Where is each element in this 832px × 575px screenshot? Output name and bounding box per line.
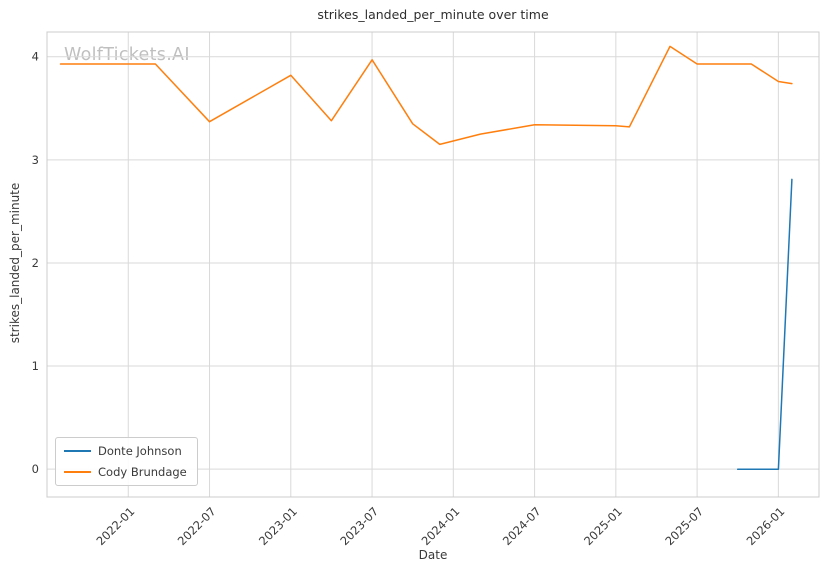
svg-text:2024-07: 2024-07 <box>500 504 544 548</box>
svg-text:3: 3 <box>32 153 39 167</box>
svg-text:2023-01: 2023-01 <box>256 504 300 548</box>
legend-swatch-cody-brundage <box>64 471 91 473</box>
svg-text:1: 1 <box>32 359 39 373</box>
svg-text:2023-07: 2023-07 <box>337 504 381 548</box>
svg-text:2025-01: 2025-01 <box>581 504 625 548</box>
svg-text:2025-07: 2025-07 <box>662 504 706 548</box>
legend-entry: Cody Brundage <box>64 465 187 479</box>
svg-text:2022-01: 2022-01 <box>93 504 137 548</box>
x-axis-label: Date <box>418 548 448 562</box>
legend-swatch-donte-johnson <box>64 450 91 452</box>
svg-text:2022-07: 2022-07 <box>175 504 219 548</box>
svg-text:0: 0 <box>32 462 39 476</box>
svg-text:4: 4 <box>32 50 39 64</box>
legend-label-donte-johnson: Donte Johnson <box>98 444 182 458</box>
legend-entry: Donte Johnson <box>64 444 187 458</box>
svg-text:2024-01: 2024-01 <box>419 504 463 548</box>
chart-title: strikes_landed_per_minute over time <box>317 7 549 22</box>
legend: Donte Johnson Cody Brundage <box>55 437 198 486</box>
legend-label-cody-brundage: Cody Brundage <box>98 465 187 479</box>
svg-text:2026-01: 2026-01 <box>744 504 788 548</box>
watermark: WolfTickets.AI <box>64 45 190 65</box>
svg-text:2: 2 <box>32 256 39 270</box>
